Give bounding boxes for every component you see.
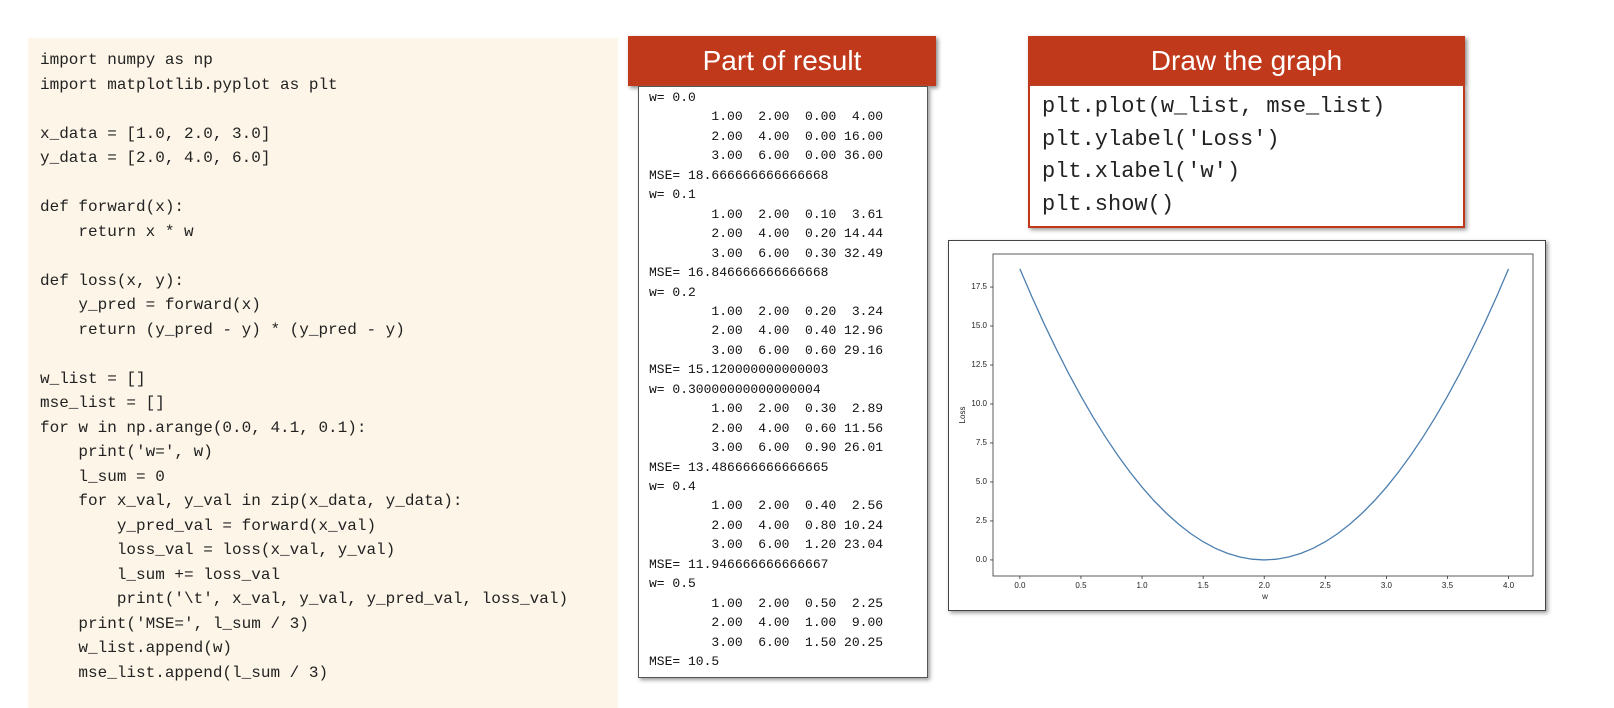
result-line: 3.00 6.00 1.50 20.25 — [649, 634, 884, 650]
x-tick-label: 0.0 — [1014, 581, 1026, 590]
code-line: loss_val = loss(x_val, y_val) — [40, 541, 396, 559]
y-tick-label: 7.5 — [976, 438, 988, 447]
result-line: MSE= 11.946666666666667 — [649, 556, 829, 572]
code-line: import numpy as np — [40, 51, 213, 69]
x-tick-label: 3.0 — [1381, 581, 1393, 590]
result-line: 2.00 4.00 0.80 10.24 — [649, 517, 884, 533]
graph-code-line: plt.show() — [1042, 191, 1175, 217]
code-line: print('MSE=', l_sum / 3) — [40, 614, 309, 633]
x-tick-label: 2.0 — [1259, 581, 1271, 590]
result-line: 3.00 6.00 0.60 29.16 — [649, 342, 884, 358]
code-line: def loss(x, y): — [40, 271, 185, 290]
chart: w Loss 0.0 0.5 1.0 1.5 2.0 2.5 3.0 3.5 4.0 0.0 2.5… — [948, 240, 1546, 611]
x-tick-label: 2.5 — [1320, 581, 1332, 590]
result-line: w= 0.30000000000000004 — [649, 381, 821, 397]
graph-code-line: plt.ylabel('Loss') — [1042, 126, 1280, 152]
code-line: l_sum += loss_val — [40, 565, 281, 584]
code-line: y_pred_val = forward(x_val) — [40, 516, 377, 535]
code-line: w_list = [] — [40, 369, 146, 388]
graph-code-panel: plt.plot(w_list, mse_list) plt.ylabel('Lo… — [1028, 86, 1465, 228]
code-panel: import numpy as np import matplotlib.pypl… — [28, 38, 618, 708]
result-line: 3.00 6.00 0.90 26.01 — [649, 440, 884, 456]
code-line: for w in np.arange(0.0, 4.1, 0.1): — [40, 418, 367, 437]
result-panel: w= 0.0 1.00 2.00 0.00 4.00 2.00 4.00 0.0… — [638, 86, 928, 678]
code-line: print('w=', w) — [40, 443, 213, 461]
result-line: w= 0.1 — [649, 187, 696, 203]
result-line: 3.00 6.00 0.30 32.49 — [649, 245, 884, 261]
code-line: y_pred = forward(x) — [40, 296, 261, 314]
axes-frame — [992, 253, 1534, 577]
result-line: 1.00 2.00 0.10 3.61 — [649, 206, 884, 222]
result-line: MSE= 16.846666666666668 — [649, 265, 829, 281]
code-line: import matplotlib.pyplot as plt — [40, 75, 338, 94]
y-tick-label: 10.0 — [971, 399, 987, 408]
y-tick-label: 2.5 — [976, 516, 988, 525]
code-line: return (y_pred - y) * (y_pred - y) — [40, 320, 405, 339]
code-line: mse_list.append(l_sum / 3) — [40, 663, 329, 682]
code-line: print('\t', x_val, y_val, y_pred_val, lo… — [40, 590, 569, 608]
code-line: for x_val, y_val in zip(x_data, y_data): — [40, 492, 463, 510]
graph-code-line: plt.xlabel('w') — [1042, 159, 1241, 184]
result-line: 3.00 6.00 1.20 23.04 — [649, 537, 884, 553]
code-line: def forward(x): — [40, 198, 185, 216]
result-line: 1.00 2.00 0.50 2.25 — [649, 595, 884, 611]
result-line: w= 0.2 — [649, 284, 696, 300]
code-line: return x * w — [40, 222, 194, 241]
graph-code-line: plt.plot(w_list, mse_list) — [1042, 94, 1386, 119]
x-tick-label: 1.5 — [1198, 581, 1210, 590]
result-line: 2.00 4.00 0.00 16.00 — [649, 128, 884, 144]
result-line: MSE= 10.5 — [649, 654, 720, 670]
result-title: Part of result — [628, 36, 936, 86]
x-tick-label: 3.5 — [1442, 581, 1454, 590]
result-line: 1.00 2.00 0.20 3.24 — [649, 303, 884, 319]
x-tick-label: 1.0 — [1136, 581, 1148, 590]
result-line: w= 0.5 — [649, 576, 696, 592]
result-line: 2.00 4.00 0.40 12.96 — [649, 323, 884, 339]
code-line: w_list.append(w) — [40, 639, 233, 657]
x-axis-label: w — [1261, 592, 1268, 601]
result-line: 2.00 4.00 1.00 9.00 — [649, 615, 884, 631]
graph-title: Draw the graph — [1028, 36, 1465, 86]
result-line: MSE= 15.120000000000003 — [649, 362, 829, 378]
code-line: y_data = [2.0, 4.0, 6.0] — [40, 149, 271, 167]
result-line: w= 0.4 — [649, 479, 696, 494]
result-line: 1.00 2.00 0.00 4.00 — [649, 109, 884, 125]
result-line: 2.00 4.00 0.20 14.44 — [649, 226, 884, 242]
result-line: 3.00 6.00 0.00 36.00 — [649, 148, 884, 164]
y-axis-label: Loss — [958, 407, 967, 424]
loss-curve — [1019, 268, 1510, 561]
x-tick-label: 4.0 — [1503, 581, 1515, 590]
y-tick-label: 15.0 — [971, 321, 987, 330]
code-line: l_sum = 0 — [40, 467, 165, 486]
y-tick-label: 12.5 — [971, 360, 987, 369]
result-line: 1.00 2.00 0.30 2.89 — [649, 401, 884, 417]
result-line: w= 0.0 — [649, 90, 696, 105]
code-line: mse_list = [] — [40, 394, 165, 412]
result-line: 1.00 2.00 0.40 2.56 — [649, 498, 884, 514]
result-line: 2.00 4.00 0.60 11.56 — [649, 420, 884, 436]
result-line: MSE= 13.486666666666665 — [649, 459, 829, 475]
y-tick-label: 0.0 — [976, 555, 988, 564]
result-line: MSE= 18.666666666666668 — [649, 167, 829, 183]
y-tick-label: 5.0 — [976, 477, 988, 486]
y-tick-label: 17.5 — [971, 282, 987, 291]
x-tick-label: 0.5 — [1075, 581, 1087, 590]
code-line: x_data = [1.0, 2.0, 3.0] — [40, 124, 271, 143]
